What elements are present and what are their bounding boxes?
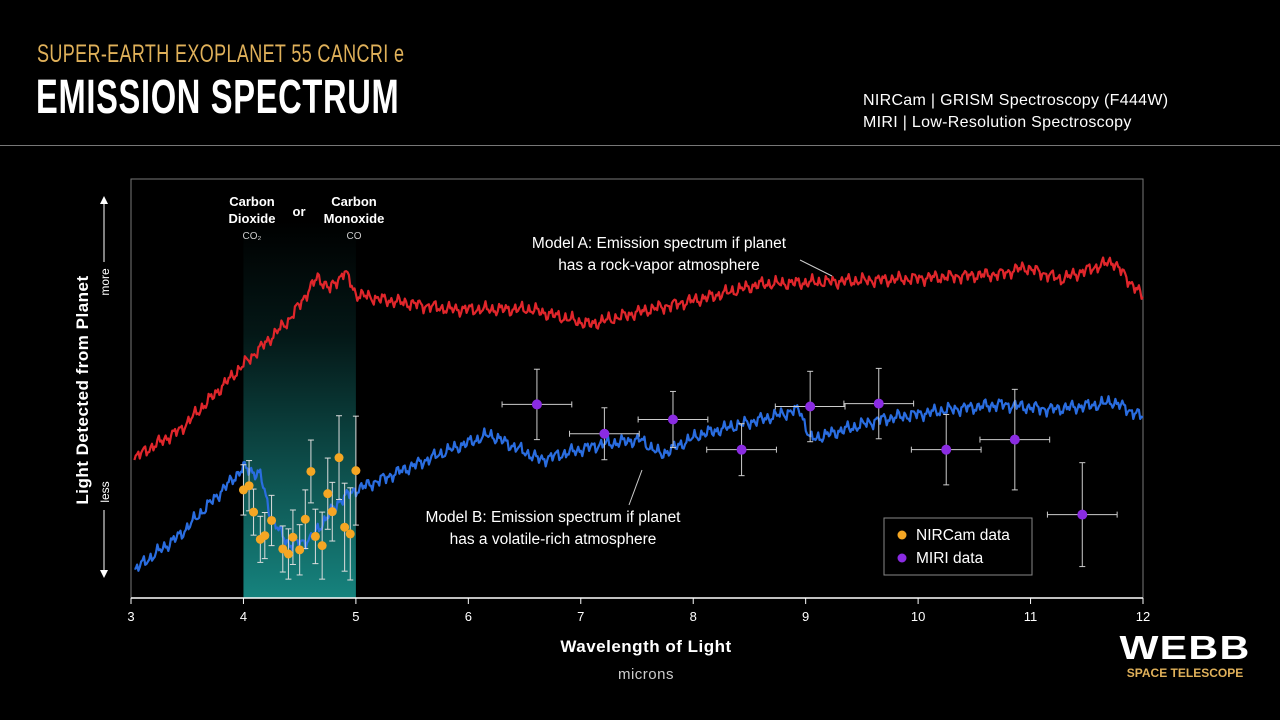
instrument-miri: MIRI | Low-Resolution Spectroscopy bbox=[863, 114, 1132, 131]
miri-data-point bbox=[736, 444, 747, 455]
nircam-data-point bbox=[300, 514, 310, 524]
nircam-data-point bbox=[249, 507, 259, 517]
miri-data-point bbox=[531, 399, 542, 410]
model-a-curve bbox=[133, 256, 1144, 461]
model-a-leader-line bbox=[799, 259, 833, 277]
model-a-label-line1: Model A: Emission spectrum if planet bbox=[532, 235, 787, 252]
nircam-data-point bbox=[334, 453, 344, 463]
nircam-data-point bbox=[351, 466, 361, 476]
x-tick-label: 5 bbox=[352, 609, 359, 624]
x-tick-label: 12 bbox=[1136, 609, 1150, 624]
nircam-data-point bbox=[295, 545, 305, 555]
co2-label-line1: Carbon bbox=[229, 194, 275, 209]
miri-data-point bbox=[1009, 434, 1020, 445]
chart-subtitle: SUPER-EARTH EXOPLANET 55 CANCRI e bbox=[37, 40, 405, 68]
model-b-leader-line bbox=[628, 469, 643, 506]
legend: NIRCam data MIRI data bbox=[883, 517, 1033, 576]
miri-data-point bbox=[873, 398, 884, 409]
nircam-data-point bbox=[323, 489, 333, 499]
x-tick-label: 7 bbox=[577, 609, 584, 624]
co2-label-line2: Dioxide bbox=[229, 211, 276, 226]
instrument-nircam: NIRCam | GRISM Spectroscopy (F444W) bbox=[863, 92, 1169, 109]
miri-data-point bbox=[1077, 509, 1088, 520]
nircam-data-point bbox=[340, 522, 350, 532]
nircam-data-point bbox=[317, 541, 327, 551]
legend-nircam-label: NIRCam data bbox=[916, 527, 1010, 544]
nircam-data-point bbox=[310, 531, 320, 541]
y-less-label: less bbox=[98, 481, 112, 502]
nircam-data-point bbox=[260, 531, 270, 541]
co-label-line2: Monoxide bbox=[324, 211, 385, 226]
nircam-data-point bbox=[288, 532, 298, 542]
band-or-label: or bbox=[293, 204, 306, 219]
x-tick-label: 9 bbox=[802, 609, 809, 624]
x-tick-label: 6 bbox=[465, 609, 472, 624]
nircam-data-point bbox=[244, 481, 254, 491]
logo-tagline: SPACE TELESCOPE bbox=[1126, 666, 1244, 680]
model-a-label-line2: has a rock-vapor atmosphere bbox=[558, 257, 760, 274]
legend-nircam-marker bbox=[897, 530, 907, 540]
x-axis-unit: microns bbox=[618, 666, 674, 683]
model-b-label-line2: has a volatile-rich atmosphere bbox=[450, 531, 657, 548]
miri-data-point bbox=[805, 401, 816, 412]
x-axis-label: Wavelength of Light bbox=[560, 637, 731, 656]
nircam-data-point bbox=[327, 507, 337, 517]
nircam-data-point bbox=[267, 515, 277, 525]
webb-logo: WEBB SPACE TELESCOPE bbox=[1119, 631, 1250, 680]
header-divider bbox=[0, 145, 1280, 146]
x-tick-label: 8 bbox=[690, 609, 697, 624]
model-b-label-line1: Model B: Emission spectrum if planet bbox=[426, 509, 682, 526]
chart-title: EMISSION SPECTRUM bbox=[36, 71, 400, 124]
legend-miri-label: MIRI data bbox=[916, 550, 984, 567]
miri-data-point bbox=[667, 414, 678, 425]
miri-data-point bbox=[941, 444, 952, 455]
nircam-data-point bbox=[306, 466, 316, 476]
logo-wordmark: WEBB bbox=[1119, 629, 1251, 666]
co-formula: CO bbox=[347, 231, 362, 242]
x-tick-label: 10 bbox=[911, 609, 925, 624]
y-more-label: more bbox=[98, 268, 112, 296]
x-tick-label: 4 bbox=[240, 609, 247, 624]
co-label-line1: Carbon bbox=[331, 194, 377, 209]
nircam-data-point bbox=[283, 549, 293, 559]
legend-miri-marker bbox=[897, 553, 907, 563]
x-tick-label: 3 bbox=[127, 609, 134, 624]
y-axis-label: Light Detected from Planet bbox=[73, 275, 92, 504]
miri-data-point bbox=[599, 428, 610, 439]
nircam-data-point bbox=[345, 529, 355, 539]
x-tick-label: 11 bbox=[1024, 609, 1038, 624]
co2-formula: CO₂ bbox=[243, 231, 262, 242]
